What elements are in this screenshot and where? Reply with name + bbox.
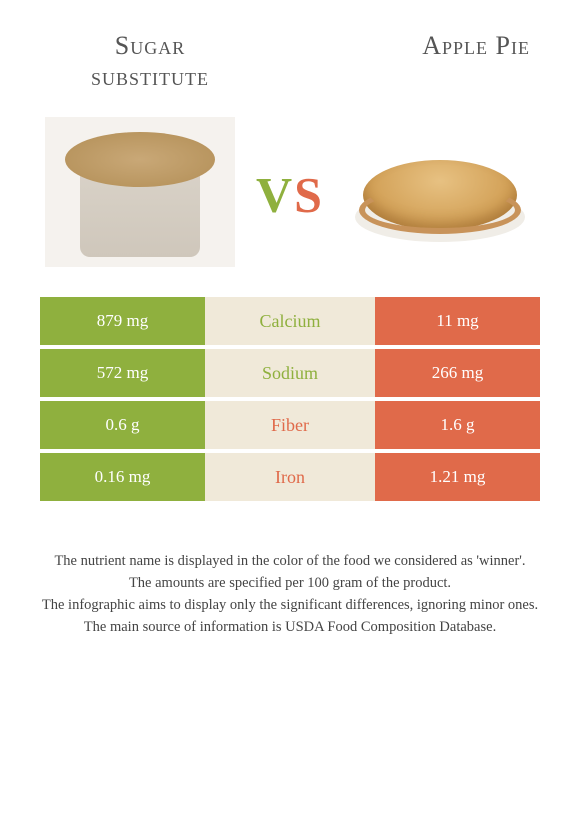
table-row: 572 mgSodium266 mg xyxy=(40,349,540,397)
right-value: 11 mg xyxy=(375,297,540,345)
footer-line: The main source of information is USDA F… xyxy=(40,617,540,639)
right-value: 1.21 mg xyxy=(375,453,540,501)
left-value: 879 mg xyxy=(40,297,205,345)
left-value: 572 mg xyxy=(40,349,205,397)
nutrient-table: 879 mgCalcium11 mg572 mgSodium266 mg0.6 … xyxy=(40,297,540,501)
table-row: 0.6 gFiber1.6 g xyxy=(40,401,540,449)
right-food-image xyxy=(340,112,540,272)
footer-line: The infographic aims to display only the… xyxy=(40,595,540,617)
right-value: 266 mg xyxy=(375,349,540,397)
table-row: 879 mgCalcium11 mg xyxy=(40,297,540,345)
images-row: VS xyxy=(0,102,580,297)
right-food-title: Apple Pie xyxy=(330,30,530,92)
left-value: 0.6 g xyxy=(40,401,205,449)
right-value: 1.6 g xyxy=(375,401,540,449)
vs-v: V xyxy=(256,165,294,223)
header: Sugarsubstitute Apple Pie xyxy=(0,0,580,102)
nutrient-name: Calcium xyxy=(205,297,375,345)
vs-badge: VS xyxy=(235,139,345,249)
footer-line: The nutrient name is displayed in the co… xyxy=(40,551,540,573)
nutrient-name: Sodium xyxy=(205,349,375,397)
nutrient-name: Fiber xyxy=(205,401,375,449)
table-row: 0.16 mgIron1.21 mg xyxy=(40,453,540,501)
footer-notes: The nutrient name is displayed in the co… xyxy=(40,551,540,638)
left-value: 0.16 mg xyxy=(40,453,205,501)
nutrient-name: Iron xyxy=(205,453,375,501)
left-food-image xyxy=(40,112,240,272)
footer-line: The amounts are specified per 100 gram o… xyxy=(40,573,540,595)
vs-s: S xyxy=(294,165,324,223)
left-food-title: Sugarsubstitute xyxy=(50,30,250,92)
